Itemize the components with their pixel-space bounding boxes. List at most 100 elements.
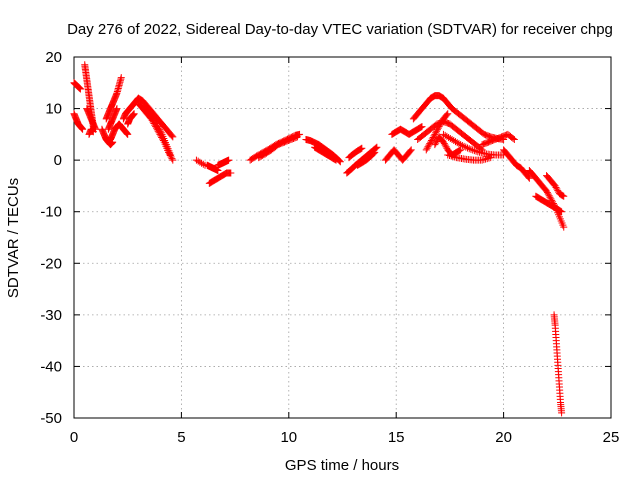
plot-area-frame [73, 56, 612, 419]
series-arc25 [354, 148, 379, 169]
series-arc2 [70, 110, 87, 133]
data-point [417, 123, 425, 131]
series-arc36 [500, 146, 533, 182]
data-point [427, 138, 435, 146]
data-point [485, 154, 493, 162]
data-point [482, 155, 490, 163]
data-point [436, 121, 444, 129]
data-point [199, 160, 207, 168]
data-point [560, 223, 568, 231]
data-point [460, 142, 468, 150]
data-point [356, 145, 364, 153]
data-point [155, 126, 163, 134]
data-point [478, 156, 486, 164]
data-point [525, 173, 533, 181]
data-point [445, 152, 453, 160]
data-point [483, 155, 491, 163]
series-arc15 [192, 156, 209, 169]
data-point [447, 152, 455, 160]
y-tick-label: -30 [40, 307, 62, 324]
data-point [457, 141, 465, 149]
x-tick-label: 15 [388, 429, 405, 446]
y-tick-label: -50 [40, 410, 62, 427]
data-point [455, 147, 463, 155]
data-point [330, 155, 338, 163]
data-point [458, 141, 466, 149]
data-point [124, 130, 132, 138]
series-arc8 [104, 105, 121, 133]
data-point [423, 144, 431, 152]
y-tick-label: -40 [40, 358, 62, 375]
series-arc1 [70, 79, 84, 93]
y-tick-label: -20 [40, 255, 62, 272]
data-point [472, 147, 480, 155]
data-point [543, 189, 551, 197]
data-point [545, 192, 553, 200]
data-point [525, 174, 533, 182]
data-point [156, 127, 164, 135]
data-point [331, 156, 339, 164]
data-point [418, 123, 426, 131]
data-point [462, 143, 470, 151]
data-point [152, 120, 160, 128]
data-point [429, 133, 437, 141]
grid [74, 57, 611, 418]
series-arc17 [205, 169, 235, 187]
y-tick-label: -10 [40, 204, 62, 221]
data-point [433, 127, 441, 135]
x-tick-labels: 0 5 10 15 20 25 [70, 429, 620, 446]
series-arc28 [409, 92, 456, 123]
data-point [169, 156, 177, 164]
data-point [332, 156, 340, 164]
data-point [554, 187, 562, 195]
series-arc34 [444, 151, 495, 164]
data-point [155, 124, 163, 132]
series-arc20 [255, 133, 301, 162]
series-arc5 [85, 125, 97, 138]
series-arc18 [214, 156, 233, 169]
data-point [557, 207, 565, 215]
data-point [370, 149, 378, 157]
data-point [449, 153, 457, 161]
data-point [168, 132, 176, 140]
data-point [440, 140, 448, 148]
data-point [510, 136, 518, 144]
data-point [433, 126, 441, 134]
data-point [551, 182, 559, 190]
data-point [406, 147, 414, 155]
y-tick-label: 0 [54, 152, 62, 169]
series-arc29 [448, 105, 508, 144]
data-point [427, 137, 435, 145]
series-arc39 [543, 172, 568, 200]
series-arc7 [102, 74, 125, 123]
x-tick-label: 0 [70, 429, 78, 446]
x-tick-label: 25 [603, 429, 620, 446]
data-point [439, 138, 447, 146]
data-point [444, 110, 452, 118]
data-point [154, 123, 162, 131]
data-point [509, 134, 517, 142]
data-point [556, 207, 564, 215]
data-point [369, 150, 377, 158]
data-point [544, 190, 552, 198]
data-point [553, 185, 561, 193]
data-point [456, 146, 464, 154]
data-point [467, 145, 475, 153]
y-tick-labels: -50 -40 -30 -20 -10 0 10 20 [40, 49, 62, 427]
data-point [407, 146, 415, 154]
data-point [451, 153, 459, 161]
x-axis-label: GPS time / hours [285, 457, 399, 474]
data-point [558, 409, 566, 417]
data-points [70, 61, 568, 417]
data-point [432, 129, 440, 137]
data-point [433, 138, 441, 146]
data-point [169, 133, 177, 141]
data-point [560, 192, 568, 200]
series-arc35 [478, 130, 518, 149]
data-point [444, 151, 452, 159]
data-point [558, 191, 566, 199]
data-point [293, 133, 301, 141]
data-point [547, 195, 555, 203]
data-point [435, 123, 443, 131]
data-point [336, 158, 344, 166]
